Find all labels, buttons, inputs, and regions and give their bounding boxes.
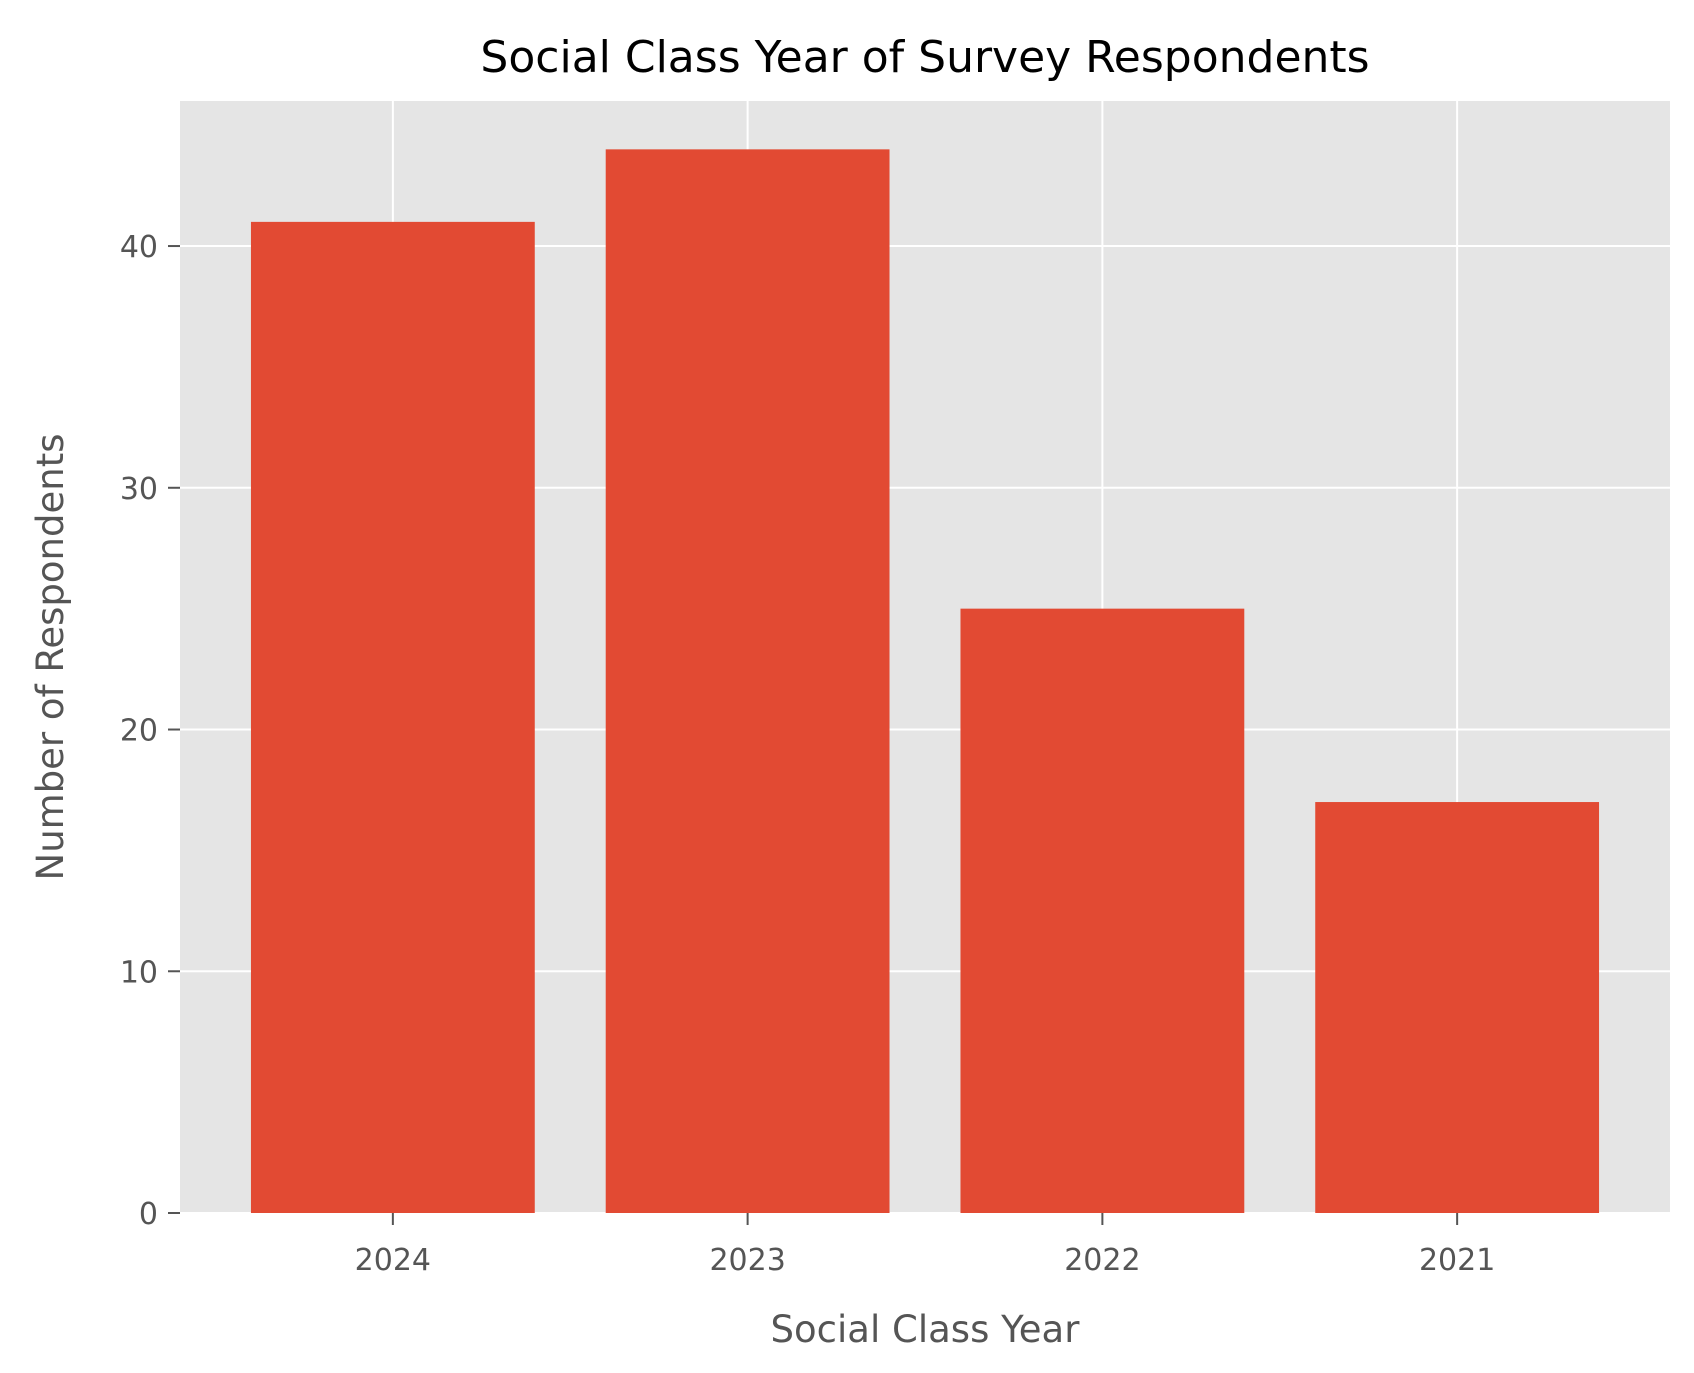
bar-2021 [1315,802,1600,1213]
x-tick-label: 2024 [355,1243,431,1278]
y-tick-label: 40 [120,230,158,265]
x-tick-label: 2021 [1419,1243,1495,1278]
x-axis-ticks: 2024 2023 2022 2021 [355,1213,1495,1278]
y-axis-ticks: 0 10 20 30 40 [120,230,180,1232]
chart-title: Social Class Year of Survey Respondents [480,32,1369,83]
y-tick-label: 20 [120,714,158,749]
bar-2022 [960,608,1245,1213]
bar-2024 [250,221,535,1213]
x-axis-label: Social Class Year [771,1308,1081,1351]
bars [250,149,1600,1214]
x-tick-label: 2023 [709,1243,785,1278]
y-axis-label: Number of Respondents [29,434,72,881]
y-tick-label: 10 [120,955,158,990]
y-tick-label: 0 [139,1197,158,1232]
x-tick-label: 2022 [1064,1243,1140,1278]
y-tick-label: 30 [120,472,158,507]
bar-2023 [605,149,890,1214]
